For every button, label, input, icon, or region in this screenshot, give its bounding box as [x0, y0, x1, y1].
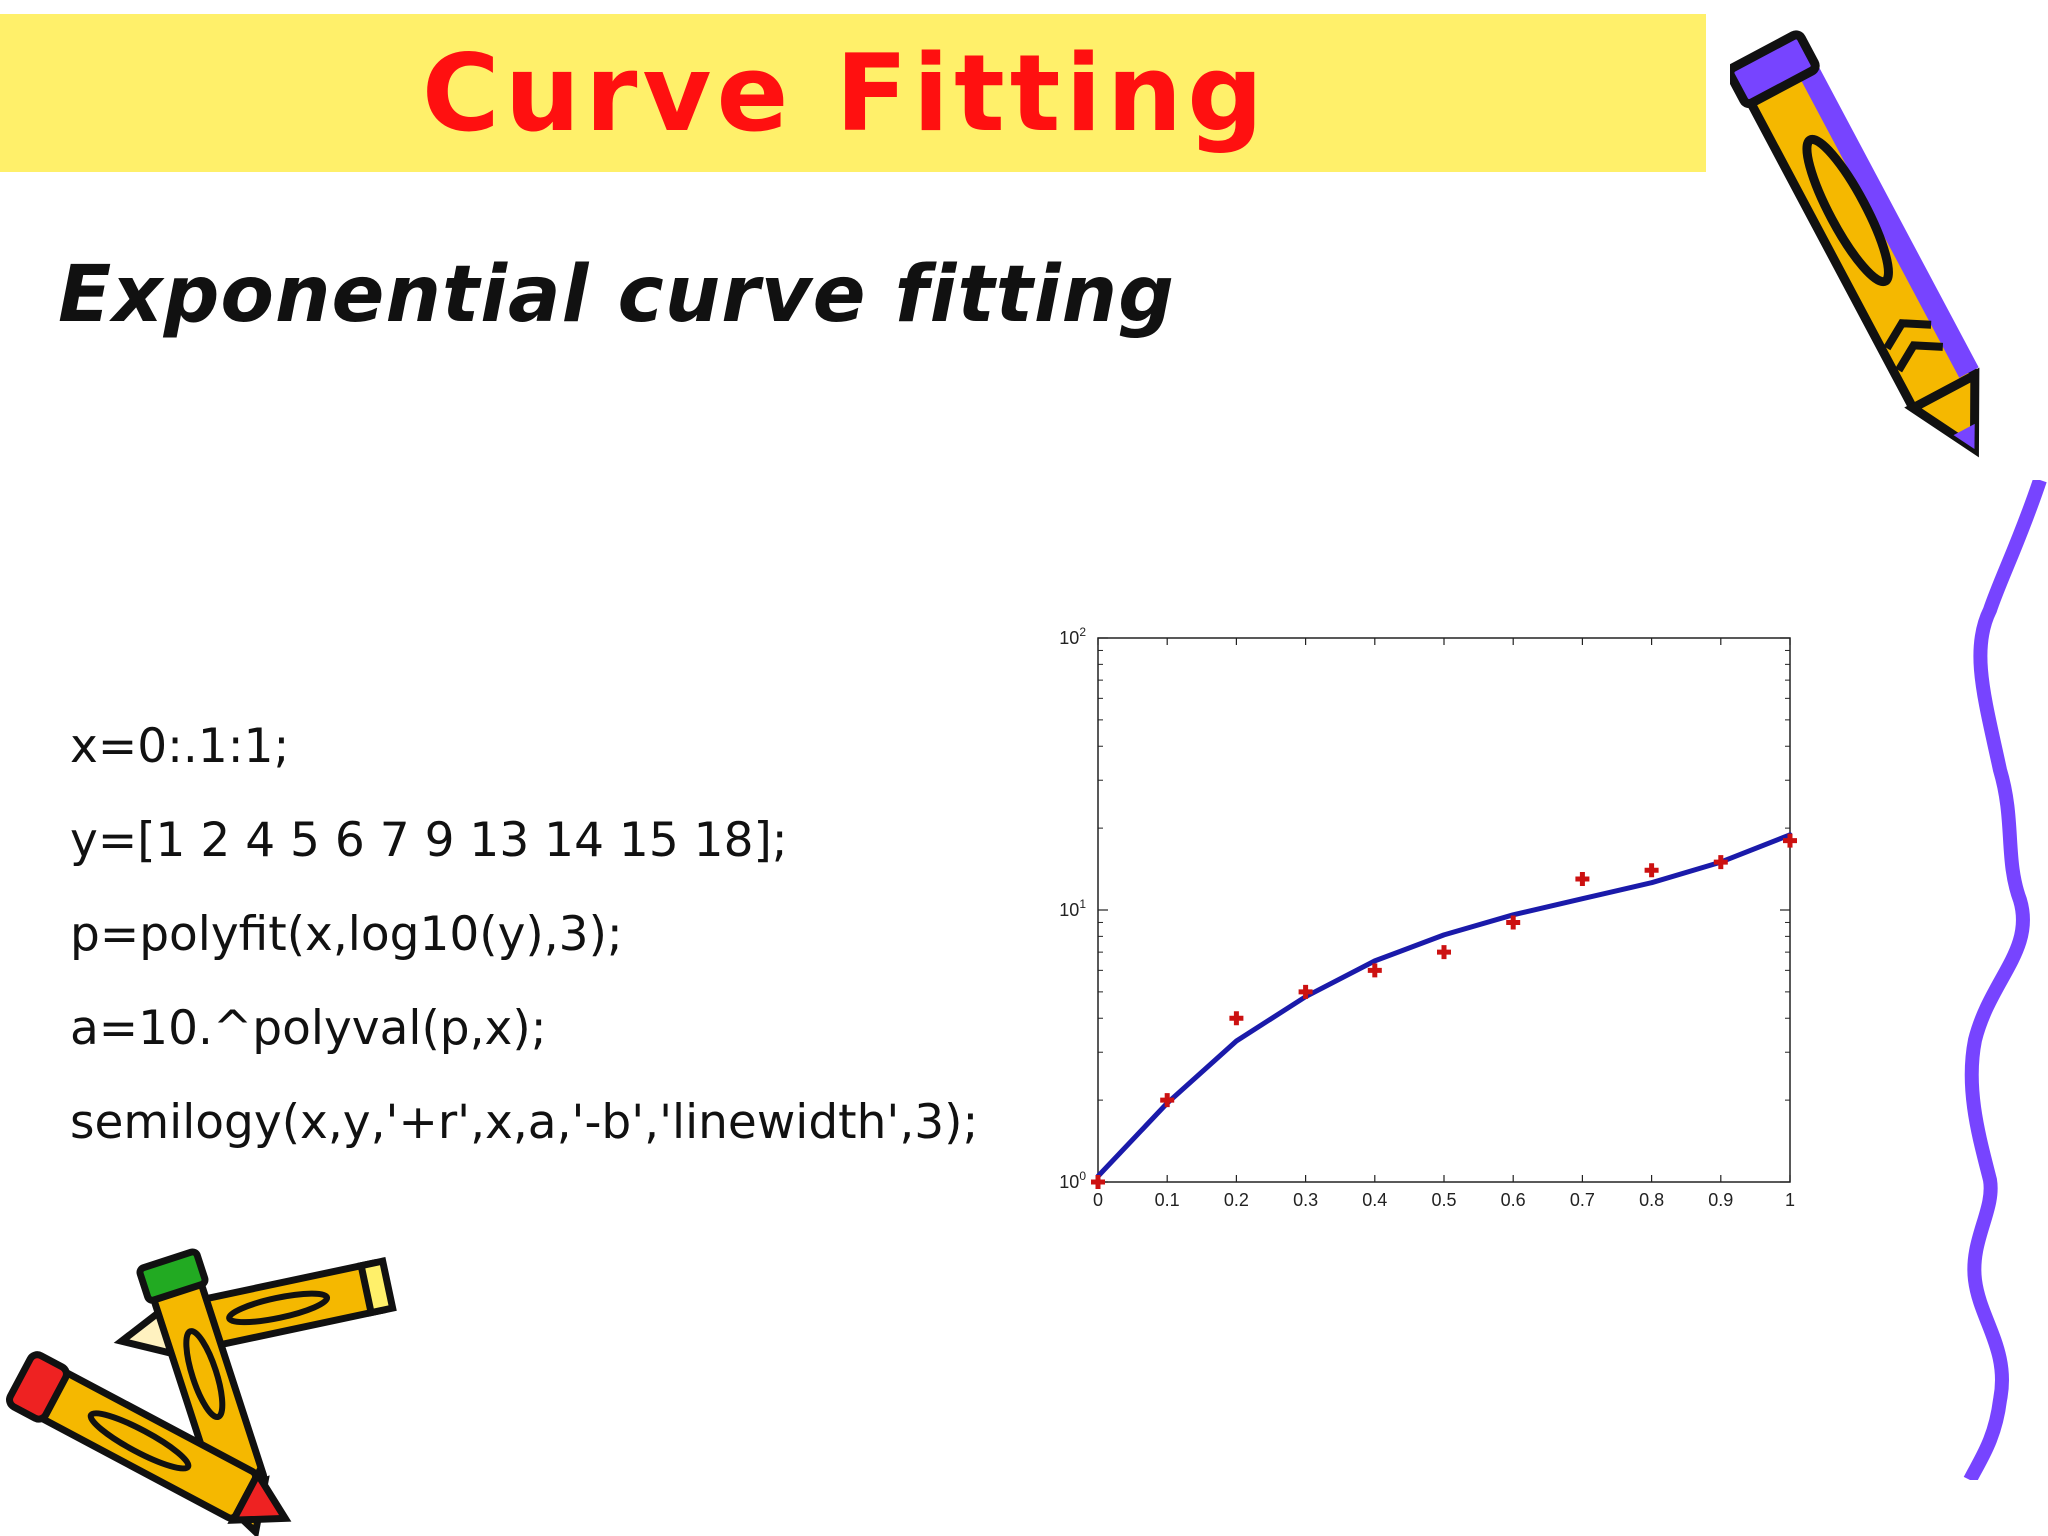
x-tick-label: 0.4 — [1362, 1190, 1387, 1210]
semilog-chart: 0 0.1 0.2 0.3 0.4 0.5 0.6 0.7 0.8 0.9 1 100 101 102 — [1059, 625, 1797, 1210]
x-tick-label: 1 — [1785, 1190, 1795, 1210]
y-tick-label: 100 — [1059, 1169, 1086, 1192]
x-tick-label: 0.6 — [1501, 1190, 1526, 1210]
data-point — [1575, 872, 1590, 887]
data-point — [1783, 833, 1797, 848]
plot-frame — [1097, 637, 1791, 1183]
code-block: x=0:.1:1; y=[1 2 4 5 6 7 9 13 14 15 18];… — [70, 700, 978, 1170]
data-point — [1437, 945, 1451, 960]
data-point — [1160, 1093, 1175, 1108]
data-point — [1367, 963, 1382, 978]
x-tick-label: 0.5 — [1431, 1190, 1456, 1210]
data-point — [1644, 863, 1659, 878]
fit-line — [1095, 832, 1793, 1179]
code-line: p=polyfit(x,log10(y),3); — [70, 907, 623, 962]
x-tick-label: 0.1 — [1155, 1190, 1180, 1210]
code-line: x=0:.1:1; — [70, 719, 290, 774]
x-tick-label: 0.7 — [1570, 1190, 1595, 1210]
code-line: a=10.^polyval(p,x); — [70, 1001, 547, 1056]
code-line: y=[1 2 4 5 6 7 9 13 14 15 18]; — [70, 813, 788, 868]
x-tick-label: 0 — [1093, 1190, 1103, 1210]
slide-title: Curve Fitting — [421, 31, 1269, 155]
pencil-icon — [1730, 30, 1980, 458]
data-point — [1506, 915, 1521, 930]
crossed-pencils-icon — [6, 1248, 397, 1536]
slide-subtitle: Exponential curve fitting — [58, 250, 1175, 340]
data-point — [1091, 1175, 1105, 1189]
y-tick-label: 102 — [1059, 625, 1086, 648]
x-tick-label: 0.2 — [1224, 1190, 1249, 1210]
code-line: semilogy(x,y,'+r',x,a,'-b','linewidth',3… — [70, 1095, 979, 1150]
squiggle-border — [1963, 480, 2047, 1480]
data-point — [1713, 855, 1728, 870]
title-bar — [0, 14, 1706, 172]
x-tick-label: 0.8 — [1639, 1190, 1664, 1210]
data-point — [1229, 1011, 1244, 1026]
x-tick-label: 0.3 — [1293, 1190, 1318, 1210]
data-point — [1298, 984, 1313, 999]
x-tick-label: 0.9 — [1708, 1190, 1733, 1210]
y-tick-label: 101 — [1059, 897, 1086, 920]
